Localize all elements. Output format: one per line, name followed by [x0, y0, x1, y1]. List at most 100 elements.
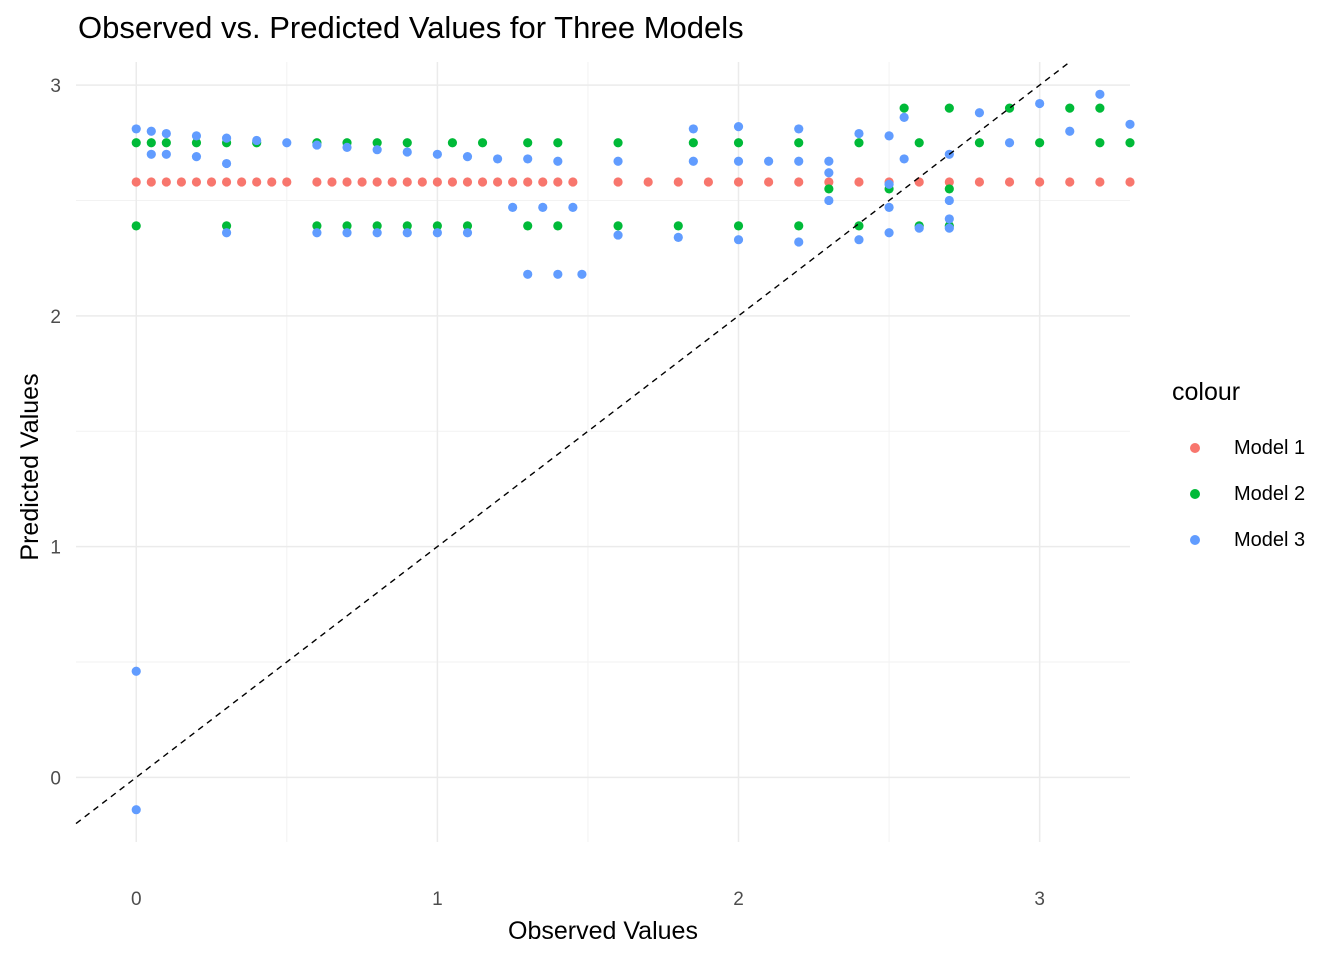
data-point-model-2	[794, 138, 804, 148]
data-point-model-1	[477, 177, 488, 187]
data-point-model-2	[1095, 103, 1105, 113]
data-point-model-1	[508, 177, 518, 187]
data-point-model-1	[176, 177, 186, 187]
data-point-model-2	[146, 138, 156, 148]
data-point-model-1	[613, 177, 623, 187]
data-point-model-2	[1035, 138, 1045, 148]
data-point-model-2	[372, 138, 382, 148]
data-point-model-3	[794, 124, 804, 134]
data-point-model-2	[402, 221, 412, 231]
data-point-model-1	[327, 177, 337, 187]
data-point-model-2	[824, 184, 834, 194]
data-point-model-1	[523, 177, 533, 187]
data-point-model-3	[764, 156, 774, 166]
legend-item-model-3: Model 3	[1172, 517, 1305, 563]
data-point-model-3	[131, 666, 141, 676]
data-point-model-3	[568, 202, 578, 212]
data-point-model-3	[733, 122, 744, 132]
y-axis-label: Predicted Values	[16, 373, 44, 560]
data-point-model-1	[1035, 177, 1045, 187]
data-point-model-3	[191, 131, 202, 141]
data-point-model-2	[899, 103, 909, 113]
data-point-model-3	[673, 232, 683, 242]
data-point-model-1	[357, 177, 367, 187]
data-point-model-1	[312, 177, 322, 187]
data-point-model-2	[1065, 103, 1075, 113]
data-point-model-1	[432, 177, 442, 187]
legend-label-model-3: Model 3	[1234, 528, 1306, 551]
data-point-model-1	[1125, 177, 1135, 187]
data-point-model-3	[146, 126, 156, 136]
data-point-model-2	[944, 103, 954, 113]
data-point-model-2	[221, 221, 232, 231]
data-point-model-3	[1004, 138, 1015, 148]
data-point-model-2	[1125, 138, 1135, 148]
data-point-model-1	[402, 177, 412, 187]
data-point-model-2	[854, 138, 864, 148]
legend-marker-model-2	[1190, 489, 1200, 499]
y-tick-label: 2	[50, 307, 61, 328]
data-point-model-3	[733, 235, 744, 245]
data-point-model-1	[1004, 177, 1015, 187]
data-point-model-1	[733, 177, 744, 187]
data-point-model-3	[944, 214, 954, 224]
data-point-model-3	[372, 145, 382, 155]
data-point-model-3	[131, 805, 141, 815]
data-point-model-2	[974, 138, 985, 148]
legend-marker-model-1	[1190, 443, 1200, 453]
data-point-model-3	[824, 195, 834, 206]
data-point-model-1	[417, 177, 427, 187]
x-axis-label: Observed Values	[508, 917, 698, 945]
data-point-model-2	[312, 221, 322, 231]
data-point-model-1	[161, 177, 171, 187]
data-point-model-2	[131, 221, 141, 231]
data-point-model-2	[854, 221, 864, 231]
legend-label-model-2: Model 2	[1234, 482, 1306, 505]
data-point-model-3	[432, 149, 442, 159]
grid-minor	[76, 62, 1130, 842]
data-point-model-3	[312, 140, 322, 150]
data-point-model-3	[824, 168, 834, 178]
data-point-model-3	[854, 235, 864, 245]
data-point-model-3	[553, 156, 563, 166]
data-point-model-1	[538, 177, 548, 187]
data-point-model-1	[794, 177, 804, 187]
data-point-model-1	[703, 177, 714, 187]
data-point-model-1	[824, 177, 834, 187]
y-tick-label: 0	[50, 768, 61, 789]
data-point-model-1	[221, 177, 232, 187]
data-point-model-1	[944, 177, 954, 187]
legend-title: colour	[1172, 378, 1241, 406]
x-tick-label: 2	[733, 889, 744, 910]
data-point-model-2	[944, 184, 954, 194]
data-point-model-3	[146, 149, 156, 159]
data-point-model-3	[1095, 89, 1105, 99]
legend: colour Model 1 Model 2 Model 3	[1172, 378, 1305, 563]
data-point-model-1	[191, 177, 202, 187]
data-point-model-1	[237, 177, 247, 187]
data-point-model-1	[387, 177, 397, 187]
data-point-model-1	[282, 177, 292, 187]
data-point-model-2	[477, 138, 488, 148]
data-point-model-3	[914, 223, 924, 233]
data-point-model-2	[523, 221, 533, 231]
data-point-model-2	[673, 221, 683, 231]
data-point-model-3	[688, 124, 698, 134]
data-point-model-2	[447, 138, 458, 148]
data-point-model-1	[764, 177, 774, 187]
data-point-model-1	[914, 177, 924, 187]
data-point-model-3	[1065, 126, 1075, 136]
data-point-model-2	[402, 138, 412, 148]
data-point-model-3	[944, 195, 954, 206]
data-point-model-3	[974, 108, 985, 118]
data-point-model-2	[914, 138, 924, 148]
data-point-model-3	[342, 142, 352, 152]
data-point-model-3	[1035, 98, 1045, 109]
data-point-model-2	[733, 221, 744, 231]
data-point-model-1	[146, 177, 156, 187]
data-point-model-3	[794, 156, 804, 166]
data-point-model-3	[161, 128, 171, 139]
data-point-model-1	[643, 177, 653, 187]
data-point-model-2	[161, 138, 171, 148]
